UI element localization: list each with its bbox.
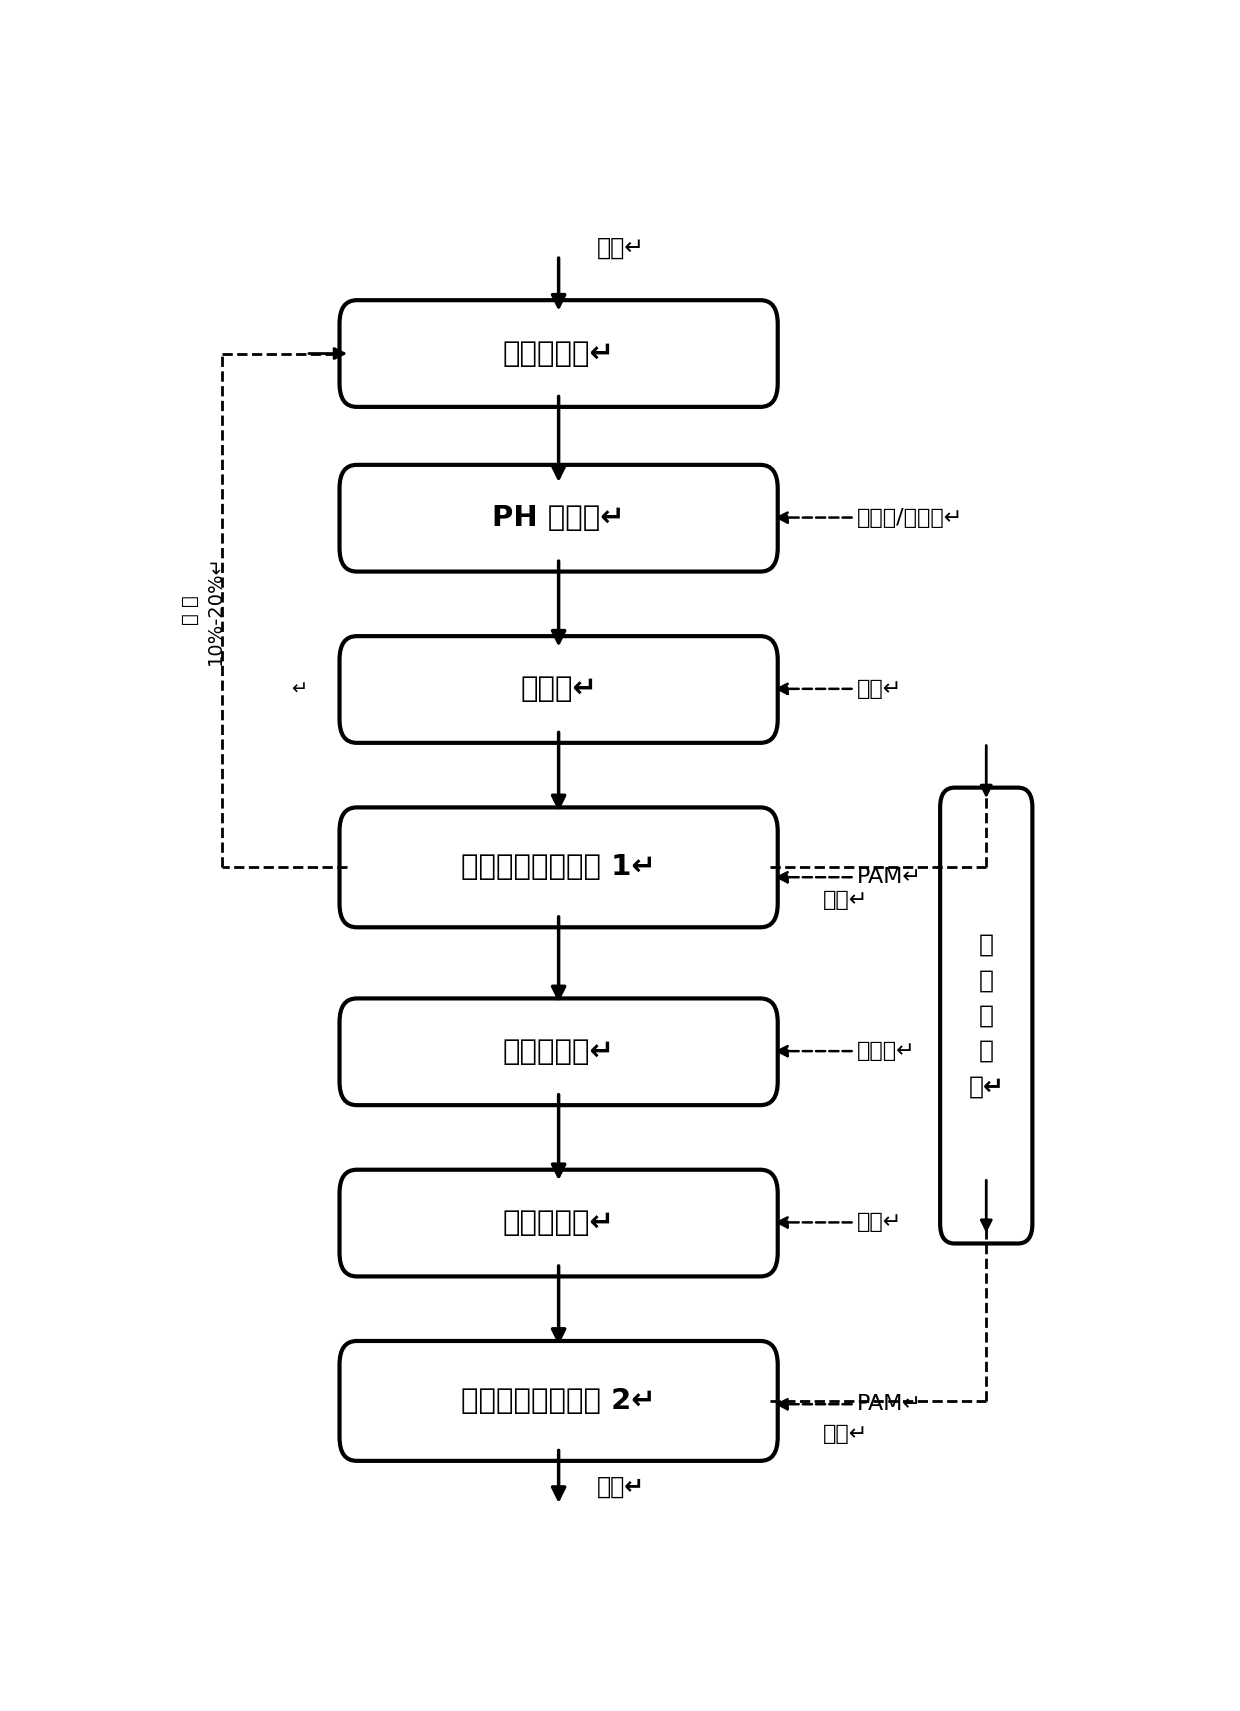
FancyBboxPatch shape — [340, 1170, 777, 1276]
FancyBboxPatch shape — [340, 636, 777, 743]
Text: 软化除硬池↵: 软化除硬池↵ — [502, 1039, 615, 1066]
FancyBboxPatch shape — [350, 1437, 768, 1458]
Text: 高密度集成反应池 2↵: 高密度集成反应池 2↵ — [461, 1388, 656, 1415]
Text: 铝盐↵: 铝盐↵ — [857, 679, 901, 698]
FancyBboxPatch shape — [340, 999, 777, 1105]
Text: 回 流
10%-20%↵: 回 流 10%-20%↵ — [181, 556, 224, 666]
FancyBboxPatch shape — [350, 719, 768, 739]
Text: ↵: ↵ — [291, 679, 308, 700]
FancyBboxPatch shape — [350, 903, 768, 924]
FancyBboxPatch shape — [350, 1081, 768, 1102]
FancyBboxPatch shape — [951, 1220, 1022, 1240]
Text: 石灯投加池↵: 石灯投加池↵ — [502, 339, 615, 368]
Text: 排放↵: 排放↵ — [596, 1475, 645, 1499]
FancyBboxPatch shape — [350, 383, 768, 404]
FancyBboxPatch shape — [340, 465, 777, 571]
Text: 混凝池↵: 混凝池↵ — [521, 676, 596, 703]
Text: 污泥↵: 污泥↵ — [823, 1424, 868, 1444]
Text: 污
泥
收
集
池↵: 污 泥 收 集 池↵ — [968, 932, 1004, 1098]
Text: PAM↵: PAM↵ — [857, 1394, 921, 1415]
FancyBboxPatch shape — [350, 548, 768, 568]
FancyBboxPatch shape — [340, 1341, 777, 1461]
Text: 高密度集成反应池 1↵: 高密度集成反应池 1↵ — [461, 854, 656, 881]
Text: PAM↵: PAM↵ — [857, 867, 921, 888]
FancyBboxPatch shape — [940, 787, 1033, 1244]
Text: 铝盐↵: 铝盐↵ — [857, 1213, 901, 1232]
FancyBboxPatch shape — [340, 808, 777, 927]
Text: 反应吸附池↵: 反应吸附池↵ — [502, 1210, 615, 1237]
Text: 浓确酸/浓盐酸↵: 浓确酸/浓盐酸↵ — [857, 508, 963, 527]
Text: PH 调节池↵: PH 调节池↵ — [492, 505, 625, 532]
FancyBboxPatch shape — [350, 1252, 768, 1273]
Text: 污泥↵: 污泥↵ — [823, 890, 868, 910]
FancyBboxPatch shape — [340, 299, 777, 407]
Text: 碳酸钙↵: 碳酸钙↵ — [857, 1040, 915, 1061]
Text: 废水↵: 废水↵ — [596, 236, 645, 260]
